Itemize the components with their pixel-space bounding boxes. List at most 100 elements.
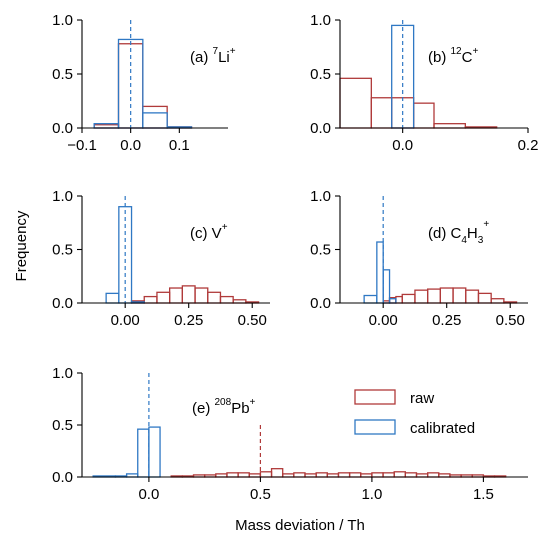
panel-c: 0.0 0.5 1.0 0.00 0.25 0.50 (c) V+ [52,188,270,329]
raw-bar [412,102,435,129]
panel-label-label-main: C [451,225,462,242]
panel-label-label-main2: H [467,225,478,242]
panel-label-label-sup: 12 [451,46,463,57]
panel-b: 0.0 0.5 1.0 0.0 0.2 (b) 12C+ [310,12,538,154]
panel-label-label-sup: 7 [213,46,219,57]
panel-label-label-sup2: + [230,46,236,57]
y-tick-label: 0.5 [310,242,331,259]
raw-bar [337,472,351,478]
panel-label-label-main: Li [218,49,230,66]
panel-label-label-prefix: (a) [190,49,213,66]
raw-bar [426,288,442,304]
panel-label-label-main: C [462,49,473,66]
x-tick-label: 0.0 [120,137,141,154]
calibrated-bar [388,298,397,304]
raw-bar [143,295,158,304]
x-tick-label: 0.50 [496,312,525,329]
panel-label: (e) 208Pb+ [192,397,256,417]
panel-label: (b) 12C+ [428,46,478,66]
legend-calibrated-swatch [354,419,396,435]
raw-bar [348,472,362,478]
y-tick-label: 0.0 [310,120,331,137]
calibrated-bar [105,292,120,304]
calibrated-bar [148,426,161,478]
panel-label-label-sub2: 3 [478,235,484,246]
x-tick-label: 1.0 [361,486,382,503]
x-tick-label: 0.50 [238,312,267,329]
panel-label-label-sup2: + [222,222,228,233]
raw-bar [404,472,418,478]
y-tick-label: 1.0 [310,188,331,205]
raw-bar [339,77,372,129]
raw-bar [490,298,505,304]
raw-bar [370,97,393,129]
raw-bar [237,472,250,478]
calibrated-bar [363,294,378,304]
y-tick-label: 0.0 [52,469,73,486]
raw-bar [181,285,196,304]
x-tick-label: 0.00 [111,312,140,329]
raw-bar [270,468,284,478]
raw-bar [371,472,384,478]
x-tick-label: 0.0 [392,137,413,154]
panel-label-label-sup2: + [472,46,478,57]
panel-label-label-sup2: + [250,397,256,408]
y-tick-label: 1.0 [52,188,73,205]
x-tick-label: −0.1 [67,137,97,154]
panel-label-label-main: V [212,225,222,242]
raw-bar [439,287,454,304]
panel-label-label-sup: 208 [215,397,232,408]
raw-bar [395,295,403,304]
y-tick-label: 0.5 [310,66,331,83]
calibrated-bar [137,428,150,478]
raw-bar [477,292,492,304]
raw-bar [293,472,306,478]
raw-bar [426,472,440,478]
raw-bar [401,293,416,304]
panel-label-label-sub: 4 [461,235,467,246]
x-tick-label: 0.0 [138,486,159,503]
legend-raw-label: raw [410,390,434,407]
y-tick-label: 0.5 [52,242,73,259]
y-axis-title: Frequency [13,210,30,281]
y-tick-label: 0.0 [52,120,73,137]
legend-calibrated-label: calibrated [410,420,475,437]
raw-bar [452,287,467,304]
x-tick-label: 0.00 [369,312,398,329]
x-tick-label: 0.25 [174,312,203,329]
panel-label-label-main: Pb [231,400,249,417]
y-tick-label: 1.0 [310,12,331,29]
raw-bar [156,291,171,304]
calibrated-bar [142,112,168,129]
panel-label: (c) V+ [190,222,228,242]
raw-bar [168,287,184,304]
legend: raw calibrated [354,389,475,437]
panel-label-label-prefix: (e) [192,400,215,417]
x-tick-label: 0.1 [169,137,190,154]
x-axis-title: Mass deviation / Th [235,517,365,534]
panel-d: 0.0 0.5 1.0 0.00 0.25 0.50 (d) C4H3 + [310,188,528,329]
raw-bar [207,291,222,304]
raw-bar [315,472,328,478]
raw-bar [393,471,407,478]
raw-bar [259,471,273,478]
x-tick-label: 0.2 [518,137,539,154]
panel-e: 0.0 0.5 1.0 0.0 0.5 1.0 1.5 (e) 208Pb+ [52,365,528,503]
y-tick-label: 0.5 [52,66,73,83]
raw-bar [194,287,209,304]
x-tick-label: 1.5 [473,486,494,503]
raw-bar [219,295,234,304]
raw-bar [433,123,466,129]
x-tick-label: 0.5 [250,486,271,503]
panel-label-label-sup3: + [483,219,489,230]
y-tick-label: 0.0 [52,295,73,312]
panel-label: (a) 7Li+ [190,46,236,66]
y-tick-label: 0.0 [310,295,331,312]
y-tick-label: 1.0 [52,12,73,29]
y-tick-label: 1.0 [52,365,73,382]
calibrated-bar [376,241,384,304]
panel-label-label-prefix: (c) [190,225,212,242]
legend-raw-swatch [354,389,396,405]
raw-bar [465,289,480,304]
